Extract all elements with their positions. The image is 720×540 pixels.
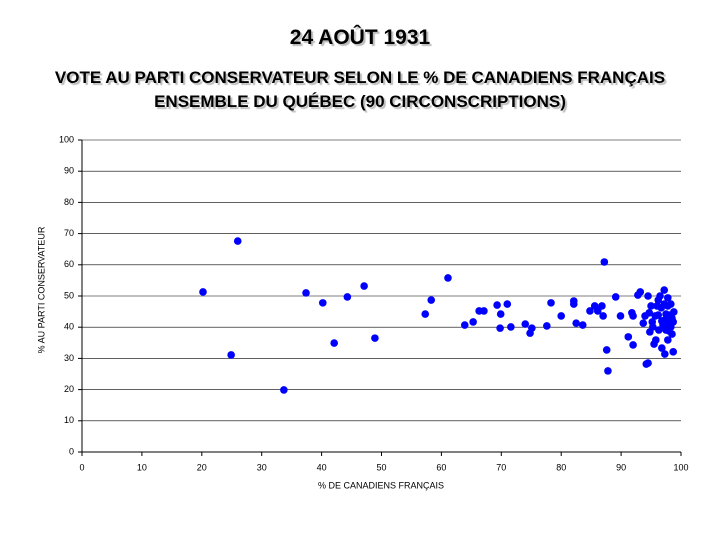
point: [644, 359, 652, 367]
x-tick-label: 80: [556, 462, 566, 472]
point: [199, 288, 207, 296]
y-tick-label: 80: [64, 197, 74, 207]
point: [302, 289, 310, 297]
point: [600, 258, 609, 266]
y-tick-label: 90: [64, 166, 74, 176]
y-tick-label: 60: [64, 259, 74, 269]
point: [602, 346, 611, 354]
point: [604, 367, 612, 375]
point: [528, 324, 536, 332]
point: [662, 326, 670, 334]
point: [469, 318, 477, 326]
point: [652, 336, 660, 344]
x-tick-label: 60: [436, 462, 446, 472]
point: [656, 292, 664, 300]
point: [421, 310, 430, 318]
point: [360, 282, 368, 290]
point: [569, 297, 578, 305]
chart-title: 24 AOÛT 1931: [289, 26, 431, 49]
point: [578, 321, 587, 329]
x-axis-label: % DE CANADIENS FRANÇAIS: [318, 480, 444, 490]
x-tick-label: 0: [79, 462, 84, 472]
point: [330, 339, 338, 347]
point: [669, 318, 678, 326]
point: [521, 320, 530, 328]
point: [654, 311, 663, 319]
point: [227, 351, 235, 359]
point: [233, 237, 242, 245]
x-tick-label: 20: [197, 462, 207, 472]
y-tick-label: 0: [69, 446, 74, 456]
point: [598, 302, 606, 310]
point: [547, 299, 555, 307]
x-tick-label: 100: [673, 462, 688, 472]
point: [318, 299, 327, 307]
x-tick-label: 90: [616, 462, 626, 472]
point: [661, 350, 669, 358]
point: [496, 324, 504, 332]
point: [629, 341, 637, 349]
point: [645, 309, 654, 317]
point: [658, 317, 666, 325]
point: [629, 312, 637, 320]
point: [586, 307, 594, 315]
point: [427, 296, 436, 304]
point: [460, 321, 469, 329]
point: [644, 292, 652, 300]
y-tick-label: 40: [64, 322, 74, 332]
x-tick-label: 50: [376, 462, 386, 472]
point: [480, 307, 488, 315]
x-tick-label: 30: [257, 462, 267, 472]
chart-subtitle: ENSEMBLE DU QUÉBEC (90 CIRCONSCRIPTIONS): [154, 92, 566, 111]
x-tick-label: 70: [496, 462, 506, 472]
point: [593, 307, 602, 315]
y-tick-label: 20: [64, 384, 74, 394]
point: [611, 293, 620, 301]
point: [670, 308, 678, 316]
point: [658, 344, 666, 352]
point: [543, 322, 551, 330]
point: [557, 312, 565, 320]
y-tick-label: 50: [64, 290, 74, 300]
point: [669, 348, 678, 356]
point: [664, 336, 672, 344]
point: [660, 286, 669, 294]
point: [280, 386, 288, 394]
point: [664, 294, 672, 302]
point: [599, 312, 607, 320]
y-tick-label: 100: [59, 134, 74, 144]
y-tick-label: 30: [64, 353, 74, 363]
point: [507, 323, 515, 331]
point: [503, 300, 512, 308]
point: [371, 334, 379, 342]
x-tick-label: 10: [137, 462, 147, 472]
point: [493, 301, 501, 309]
point: [616, 312, 625, 320]
y-axis-label: % AU PARTI CONSERVATEUR: [36, 226, 46, 353]
point: [647, 302, 655, 310]
y-tick-label: 10: [64, 415, 74, 425]
point: [646, 328, 654, 336]
y-tick-label: 70: [64, 228, 74, 238]
point: [655, 326, 663, 334]
chart-subtitle: VOTE AU PARTI CONSERVATEUR SELON LE % DE…: [54, 68, 666, 87]
point: [639, 319, 648, 327]
point: [624, 333, 633, 341]
point: [444, 274, 452, 282]
point: [636, 288, 645, 296]
x-tick-label: 40: [317, 462, 327, 472]
point: [496, 310, 505, 318]
point: [667, 300, 675, 308]
point: [343, 293, 352, 301]
point: [572, 319, 580, 327]
point: [668, 330, 676, 338]
